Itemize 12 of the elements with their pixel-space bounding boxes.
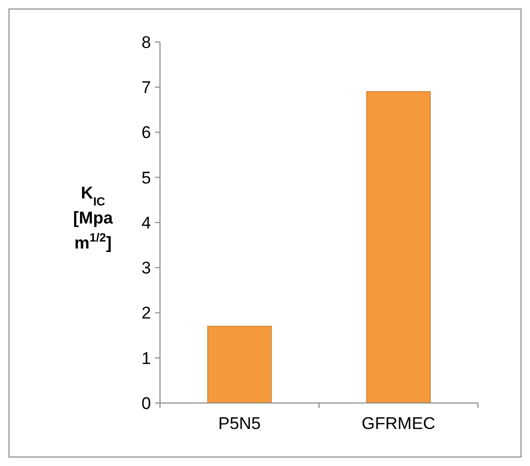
y-tick-label: 4 [142, 213, 151, 232]
y-axis-title: K$_{IC}$ [Mpa m$^{1/2}$] [73, 184, 114, 252]
y-tick-label: 5 [142, 168, 151, 188]
x-tick-label: P5N5 [218, 414, 261, 433]
y-tick-label: 0 [142, 394, 151, 413]
y-tick-label: 6 [142, 123, 151, 142]
y-tick-label: 8 [142, 32, 151, 52]
y-tick-label: 7 [142, 78, 151, 98]
y-tick-label: 3 [142, 258, 151, 278]
y-tick-label: 1 [142, 348, 151, 368]
y-tick-label: 2 [142, 304, 151, 323]
x-tick-label: GFRMEC [362, 414, 436, 433]
